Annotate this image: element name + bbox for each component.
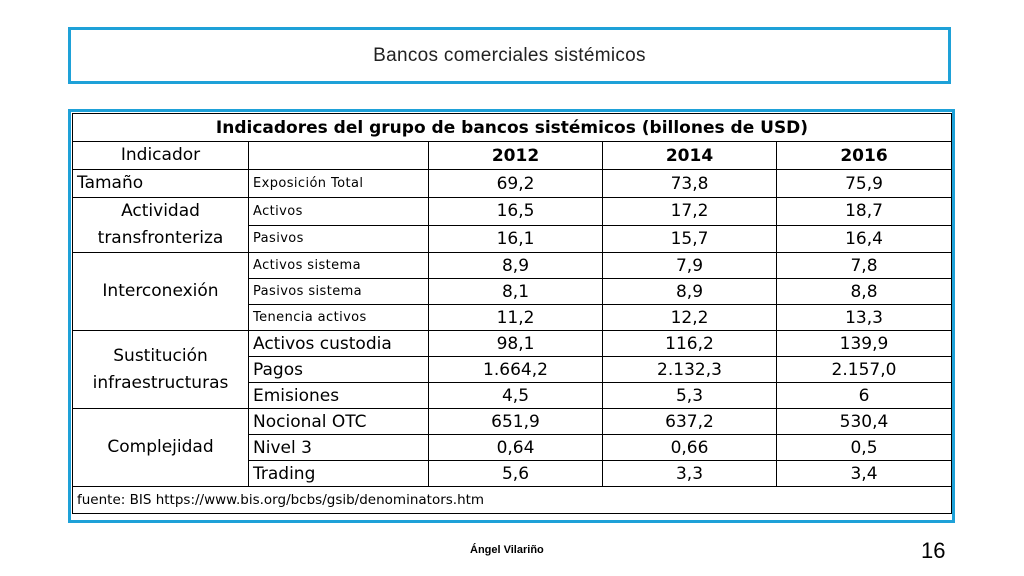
cell-value: 18,7 (776, 197, 952, 226)
cell-value: 15,7 (602, 224, 777, 253)
table-row: Pasivos 16,1 15,7 16,4 (73, 224, 952, 253)
header-year-2012: 2012 (428, 141, 603, 170)
row-label: Exposición Total (248, 169, 429, 198)
table-header-row: Indicador 2012 2014 2016 (72, 141, 952, 170)
cell-value: 16,4 (776, 224, 952, 253)
cell-value: 0,5 (776, 434, 952, 461)
header-blank (248, 141, 429, 170)
cell-value: 16,1 (428, 224, 603, 253)
row-label: Activos custodia (248, 330, 429, 357)
cell-value: 651,9 (428, 408, 603, 435)
cell-value: 116,2 (602, 330, 777, 357)
row-label: Pagos (248, 356, 429, 383)
table-row: Pasivos sistema 8,1 8,9 8,8 (73, 278, 952, 305)
row-label: Nocional OTC (248, 408, 429, 435)
cell-value: 16,5 (428, 197, 603, 226)
cell-value: 98,1 (428, 330, 603, 357)
cell-value: 12,2 (602, 304, 777, 331)
row-label: Tenencia activos (248, 304, 429, 331)
group-label-interconexion: Interconexión (72, 252, 249, 331)
group-label-sustitucion: Sustitución infraestructuras (72, 330, 249, 409)
header-year-2014: 2014 (602, 141, 777, 170)
cell-value: 1.664,2 (428, 356, 603, 383)
slide-title: Bancos comerciales sistémicos (373, 44, 646, 66)
cell-value: 17,2 (602, 197, 777, 226)
cell-value: 13,3 (776, 304, 952, 331)
indicators-table: Indicadores del grupo de bancos sistémic… (72, 113, 952, 514)
header-year-2016: 2016 (776, 141, 952, 170)
group-label-line: Actividad (121, 201, 200, 221)
cell-value: 3,4 (776, 460, 952, 487)
table-row: Sustitución infraestructuras Activos cus… (72, 330, 952, 409)
table-row: Interconexión Activos sistema 8,9 7,9 7,… (72, 252, 952, 331)
cell-value: 4,5 (428, 382, 603, 409)
cell-value: 8,8 (776, 278, 952, 305)
table-title-row: Indicadores del grupo de bancos sistémic… (72, 113, 952, 142)
row-label: Activos sistema (248, 252, 429, 279)
cell-value: 75,9 (776, 169, 952, 198)
table-row: Pagos 1.664,2 2.132,3 2.157,0 (73, 356, 952, 383)
cell-value: 69,2 (428, 169, 603, 198)
header-indicator: Indicador (72, 141, 249, 170)
group-label-line: infraestructuras (92, 372, 229, 393)
cell-value: 0,64 (428, 434, 603, 461)
cell-value: 8,9 (428, 252, 603, 279)
table-frame: Indicadores del grupo de bancos sistémic… (68, 109, 955, 523)
cell-value: 2.157,0 (776, 356, 952, 383)
row-label: Activos (248, 197, 429, 226)
row-label: Pasivos (248, 224, 429, 253)
group-label-actividad: Actividad transfronteriza (72, 197, 249, 253)
cell-value: 8,9 (602, 278, 777, 305)
row-label: Pasivos sistema (248, 278, 429, 305)
cell-value: 5,3 (602, 382, 777, 409)
cell-value: 73,8 (602, 169, 777, 198)
table-row: Emisiones 4,5 5,3 6 (73, 382, 952, 409)
cell-value: 7,9 (602, 252, 777, 279)
table-row: Tamaño Exposición Total 69,2 73,8 75,9 (72, 169, 952, 198)
cell-value: 637,2 (602, 408, 777, 435)
cell-value: 2.132,3 (602, 356, 777, 383)
table-row: Complejidad Nocional OTC 651,9 637,2 530… (72, 408, 952, 487)
cell-value: 11,2 (428, 304, 603, 331)
cell-value: 530,4 (776, 408, 952, 435)
source-note: fuente: BIS https://www.bis.org/bcbs/gsi… (72, 486, 952, 514)
cell-value: 139,9 (776, 330, 952, 357)
footer-author: Ángel Vilariño (470, 544, 544, 556)
cell-value: 5,6 (428, 460, 603, 487)
cell-value: 0,66 (602, 434, 777, 461)
table-source-row: fuente: BIS https://www.bis.org/bcbs/gsi… (72, 486, 952, 514)
group-label-complejidad: Complejidad (72, 408, 249, 487)
slide-title-box: Bancos comerciales sistémicos (68, 27, 951, 84)
page-number: 16 (921, 538, 946, 563)
cell-value: 6 (776, 382, 952, 409)
cell-value: 8,1 (428, 278, 603, 305)
table-row: Tenencia activos 11,2 12,2 13,3 (73, 304, 952, 331)
group-label-line: transfronteriza (97, 228, 224, 248)
group-label-tamano: Tamaño (72, 169, 249, 198)
row-label: Nivel 3 (248, 434, 429, 461)
cell-value: 3,3 (602, 460, 777, 487)
table-caption: Indicadores del grupo de bancos sistémic… (72, 113, 952, 142)
group-label-line: Sustitución (113, 345, 208, 366)
cell-value: 7,8 (776, 252, 952, 279)
table-row: Actividad transfronteriza Activos 16,5 1… (72, 197, 952, 253)
row-label: Emisiones (248, 382, 429, 409)
row-label: Trading (248, 460, 429, 487)
